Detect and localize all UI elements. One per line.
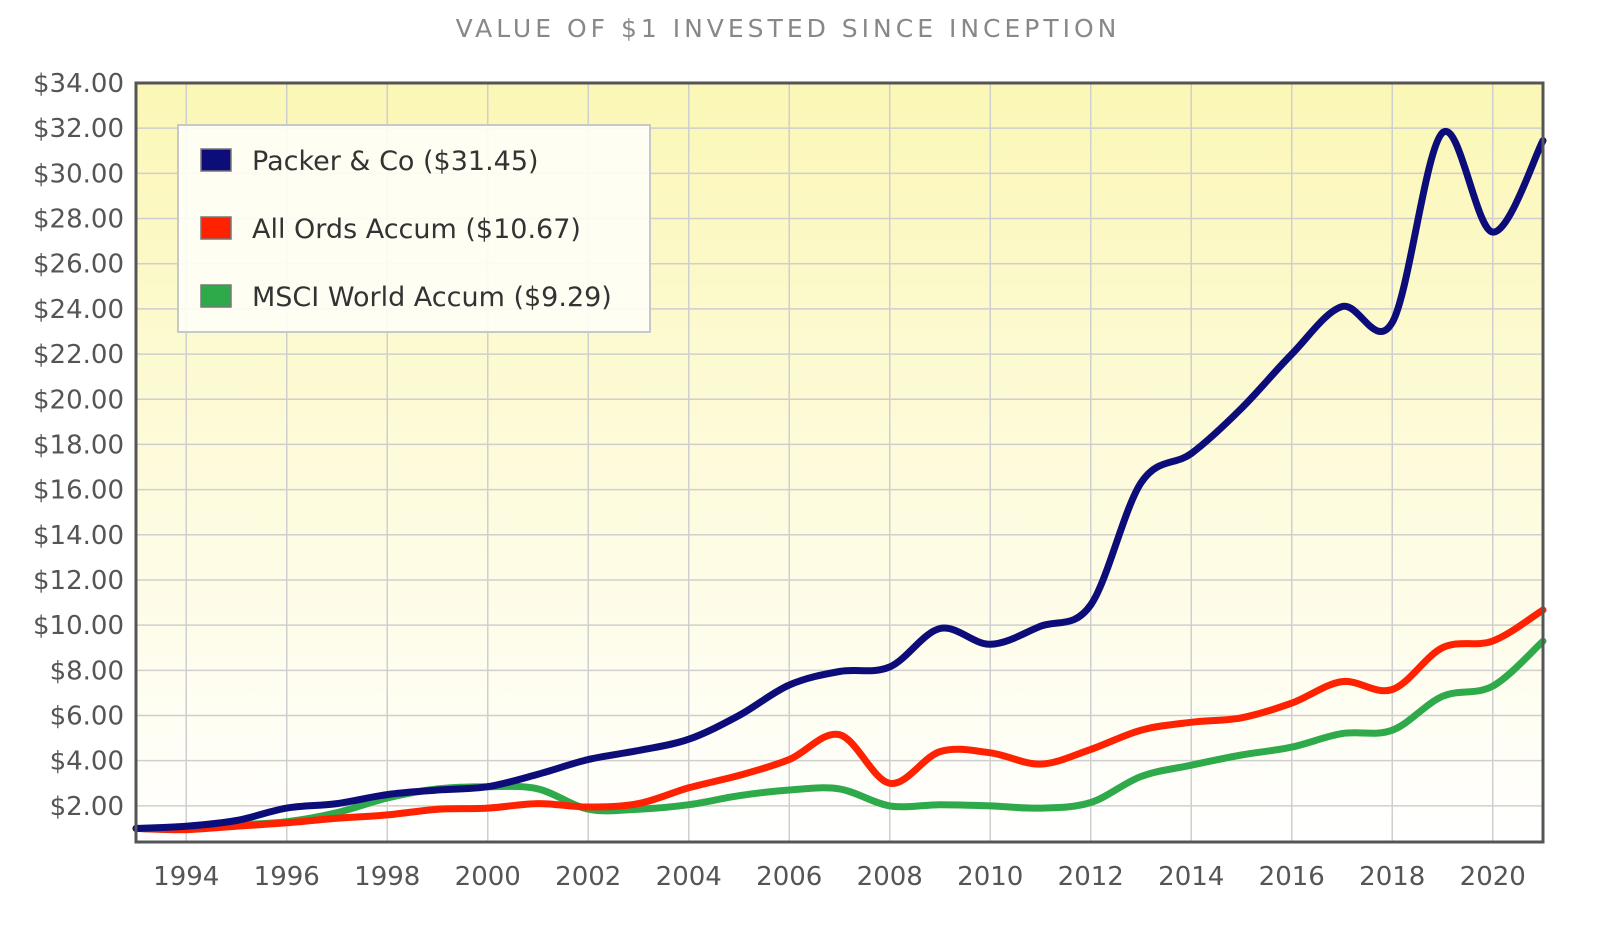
y-tick-label: $6.00 <box>50 702 124 732</box>
y-tick-label: $4.00 <box>50 747 124 777</box>
legend-label-packer-co: Packer & Co ($31.45) <box>252 146 539 177</box>
series-lines <box>132 127 1547 834</box>
x-tick-label: 1994 <box>153 862 219 892</box>
y-tick-label: $14.00 <box>33 521 124 551</box>
axis-ticks: $2.00 $4.00 $6.00 $8.00 $10.00 $12.00 $14.00 $1… <box>33 69 1526 892</box>
legend-label-all-ords-accum: All Ords Accum ($10.67) <box>252 214 581 245</box>
legend-swatch-packer-co <box>200 148 232 172</box>
y-tick-label: $22.00 <box>33 340 124 370</box>
grid <box>136 82 1543 842</box>
y-tick-label: $12.00 <box>33 566 124 596</box>
x-tick-label: 2016 <box>1259 862 1325 892</box>
x-tick-label: 2006 <box>756 862 822 892</box>
y-tick-label: $10.00 <box>33 611 124 641</box>
y-tick-label: $34.00 <box>33 69 124 99</box>
y-tick-label: $20.00 <box>33 385 124 415</box>
x-tick-label: 1998 <box>354 862 420 892</box>
y-tick-label: $32.00 <box>33 114 124 144</box>
y-tick-label: $16.00 <box>33 476 124 506</box>
legend-label-msci-world-accum: MSCI World Accum ($9.29) <box>252 282 612 313</box>
x-tick-label: 2020 <box>1460 862 1526 892</box>
legend: Packer & Co ($31.45) All Ords Accum ($10.… <box>177 124 651 333</box>
x-tick-label: 2004 <box>656 862 722 892</box>
plot-frame <box>134 81 1545 844</box>
legend-swatch-msci-world-accum <box>200 284 232 308</box>
series-line-all-ords-accum <box>132 606 1547 834</box>
x-tick-label: 2000 <box>455 862 521 892</box>
x-tick-label: 2012 <box>1058 862 1124 892</box>
y-tick-label: $28.00 <box>33 205 124 235</box>
y-tick-label: $2.00 <box>50 792 124 822</box>
y-tick-label: $8.00 <box>50 656 124 686</box>
series-line-packer-co <box>132 127 1547 832</box>
legend-swatch-all-ords-accum <box>200 216 232 240</box>
x-tick-label: 2014 <box>1158 862 1224 892</box>
series-line-msci-world-accum <box>132 637 1547 834</box>
x-tick-label: 1996 <box>254 862 320 892</box>
chart-title: VALUE OF $1 INVESTED SINCE INCEPTION <box>456 14 1121 43</box>
x-tick-label: 2010 <box>957 862 1023 892</box>
y-tick-label: $24.00 <box>33 295 124 325</box>
x-tick-label: 2018 <box>1359 862 1425 892</box>
y-tick-label: $18.00 <box>33 430 124 460</box>
x-tick-label: 2008 <box>857 862 923 892</box>
y-tick-label: $26.00 <box>33 250 124 280</box>
y-tick-label: $30.00 <box>33 159 124 189</box>
x-tick-label: 2002 <box>555 862 621 892</box>
legend-box <box>177 124 651 333</box>
